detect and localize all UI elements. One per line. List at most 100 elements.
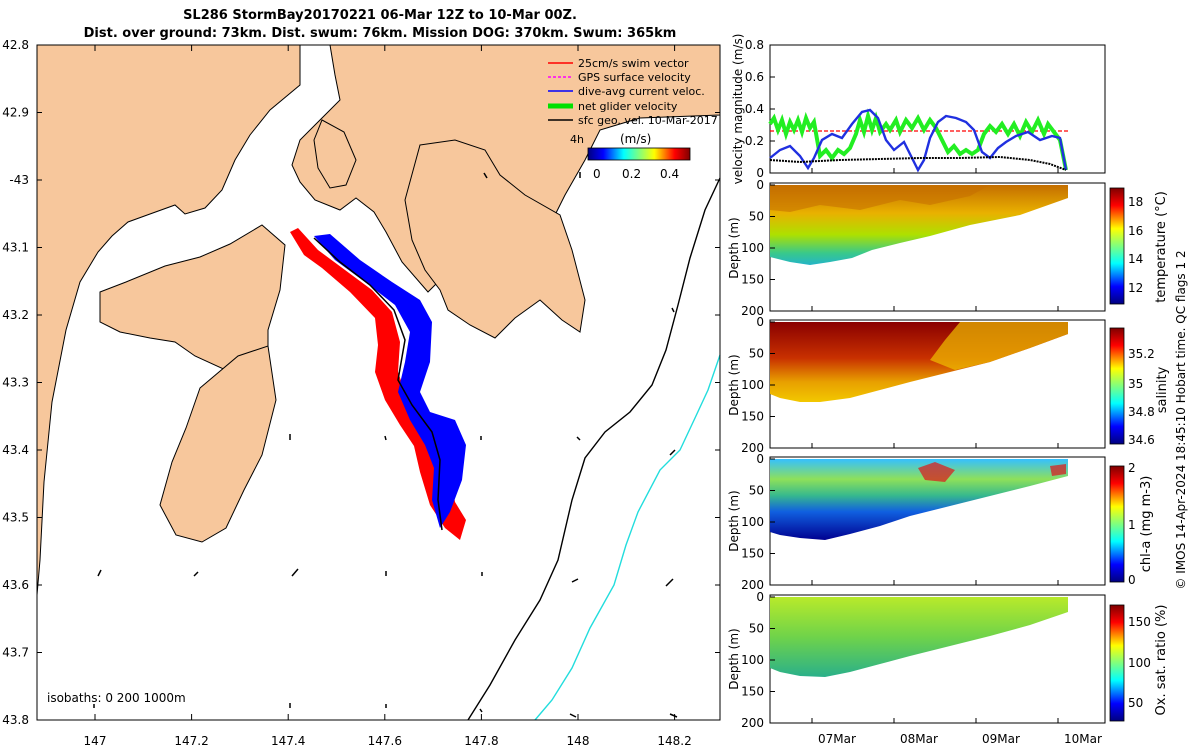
lat-tick-label: 43.6: [2, 578, 29, 592]
depth-tick-label: 50: [749, 622, 764, 636]
track-red-swim-vectors: [290, 228, 466, 540]
lon-tick-label: 148.2: [657, 734, 691, 748]
imos-side-label: © IMOS 14-Apr-2024 18:45:10 Hobart time.…: [1174, 250, 1188, 589]
depth-tick-label: 200: [741, 578, 764, 592]
salinity-colorbar: [1109, 327, 1125, 445]
temperature-panel: 12 14 16 18 temperature (°C) Depth (m): [727, 182, 1169, 312]
velocity-ytick-label: 0.8: [745, 38, 764, 52]
legend-4h: 4h: [570, 133, 584, 146]
oxygen-panel: 50 100 150 Ox. sat. ratio (%) Depth (m): [727, 594, 1169, 724]
chla-field: [770, 459, 1068, 540]
velocity-ytick-label: 0.6: [745, 70, 764, 84]
depth-tick-label: 150: [741, 410, 764, 424]
colorbar-tick-0: 0: [593, 167, 601, 181]
section-panels: 12 14 16 18 temperature (°C) Depth (m) 3…: [727, 168, 1170, 746]
lat-tick-label: 42.8: [2, 38, 29, 52]
lat-tick-label: 43.8: [2, 713, 29, 727]
map-panel: 25cm/s swim vector GPS surface velocity …: [2, 38, 721, 748]
time-tick-label: 10Mar: [1064, 732, 1102, 746]
velocity-ylabel: velocity magnitude (m/s): [731, 34, 745, 185]
land-north: [291, 44, 721, 293]
sal-cb-tick-35.2: 35.2: [1128, 347, 1155, 361]
depth-tick-label: 200: [741, 716, 764, 730]
lon-tick-label: 147.6: [368, 734, 402, 748]
lon-tick-label: 147: [84, 734, 107, 748]
depth-tick-label: 100: [741, 515, 764, 529]
depth-tick-label: 0: [756, 452, 764, 466]
chl-cb-tick-0: 0: [1128, 573, 1136, 587]
chl-cb-tick-2: 2: [1128, 461, 1136, 475]
depth-tick-label: 50: [749, 347, 764, 361]
depth-tick-label: 100: [741, 241, 764, 255]
salinity-label: salinity: [1155, 366, 1170, 413]
colorbar-tick-2: 0.4: [660, 167, 679, 181]
time-axis-ticks: 07Mar 08Mar 09Mar 10Mar: [811, 168, 1102, 746]
depth-tick-label: 50: [749, 210, 764, 224]
temp-cb-tick-12: 12: [1128, 281, 1143, 295]
isobath-1000m: [534, 354, 721, 721]
depth-tick-label: 0: [756, 178, 764, 192]
chla-colorbar: [1109, 465, 1125, 583]
depth-tick-label: 150: [741, 685, 764, 699]
chl-cb-tick-1: 1: [1128, 518, 1136, 532]
map-axis-ticks: 42.8 42.9 -43 43.1 43.2 43.3 43.4 43.5 43.6 43.7 4…: [2, 38, 720, 748]
colorbar-title: (m/s): [620, 132, 651, 146]
sal-cb-tick-34.6: 34.6: [1128, 433, 1155, 447]
isobath-200m: [467, 177, 721, 721]
time-tick-label: 08Mar: [900, 732, 938, 746]
lat-tick-label: 43.7: [2, 646, 29, 660]
surface-current-arrows: [93, 172, 678, 718]
depth-tick-label: 50: [749, 484, 764, 498]
map-legend: 25cm/s swim vector GPS surface velocity …: [548, 57, 718, 181]
land-polygons: [36, 44, 721, 596]
lon-tick-label: 147.2: [174, 734, 208, 748]
lon-tick-label: 148: [567, 734, 590, 748]
lon-tick-label: 147.8: [464, 734, 498, 748]
chla-label: chl-a (mg m-3): [1139, 476, 1154, 573]
land-south: [159, 345, 277, 543]
land-peninsula: [99, 224, 286, 373]
lat-tick-label: 43.5: [2, 511, 29, 525]
salinity-depth-label: Depth (m): [727, 354, 741, 415]
legend-label-gps-velocity: GPS surface velocity: [578, 71, 691, 84]
track-blue-current: [314, 234, 466, 528]
lat-tick-label: 43.4: [2, 443, 29, 457]
oxygen-field: [770, 597, 1068, 677]
depth-tick-label: 200: [741, 304, 764, 318]
chla-depth-label: Depth (m): [727, 490, 741, 551]
track-glider-path: [313, 237, 443, 531]
chla-panel: 0 1 2 chl-a (mg m-3) Depth (m): [727, 456, 1154, 587]
lat-tick-label: 43.2: [2, 308, 29, 322]
temp-cb-tick-14: 14: [1128, 252, 1143, 266]
oxy-cb-tick-150: 150: [1128, 615, 1151, 629]
velocity-ytick-label: 0.2: [745, 134, 764, 148]
lat-tick-label: 43.1: [2, 241, 29, 255]
legend-label-net-velocity: net glider velocity: [578, 100, 678, 113]
lat-tick-label: 42.9: [2, 106, 29, 120]
legend-label-dive-current: dive-avg current veloc.: [578, 85, 705, 98]
temperature-label: temperature (°C): [1154, 191, 1169, 303]
time-tick-label: 07Mar: [818, 732, 856, 746]
depth-tick-label: 150: [741, 547, 764, 561]
land-island: [313, 119, 357, 189]
colorbar-tick-1: 0.2: [622, 167, 641, 181]
depth-tick-label: 100: [741, 653, 764, 667]
depth-tick-label: 150: [741, 273, 764, 287]
land-west: [36, 44, 301, 596]
depth-tick-label: 100: [741, 378, 764, 392]
velocity-black-series: [769, 155, 1067, 171]
salinity-panel: 34.6 34.8 35 35.2 salinity Depth (m): [727, 319, 1170, 449]
legend-label-swim-vector: 25cm/s swim vector: [578, 57, 689, 70]
plot-title-line1: SL286 StormBay20170221 06-Mar 12Z to 10-…: [183, 8, 577, 23]
velocity-green-series: [768, 108, 1068, 171]
temp-cb-tick-18: 18: [1128, 195, 1143, 209]
velocity-blue-series: [769, 108, 1068, 173]
oxygen-label: Ox. sat. ratio (%): [1154, 605, 1169, 716]
velocity-panel: velocity magnitude (m/s) 0 0.2 0.4 0.6 0.8: [731, 34, 1106, 185]
depth-tick-label: 0: [756, 590, 764, 604]
depth-axis-ticks: 0501001502000501001502000501001502000501…: [741, 178, 775, 730]
oxy-cb-tick-100: 100: [1128, 656, 1151, 670]
oxygen-colorbar: [1109, 604, 1125, 722]
temperature-depth-label: Depth (m): [727, 217, 741, 278]
